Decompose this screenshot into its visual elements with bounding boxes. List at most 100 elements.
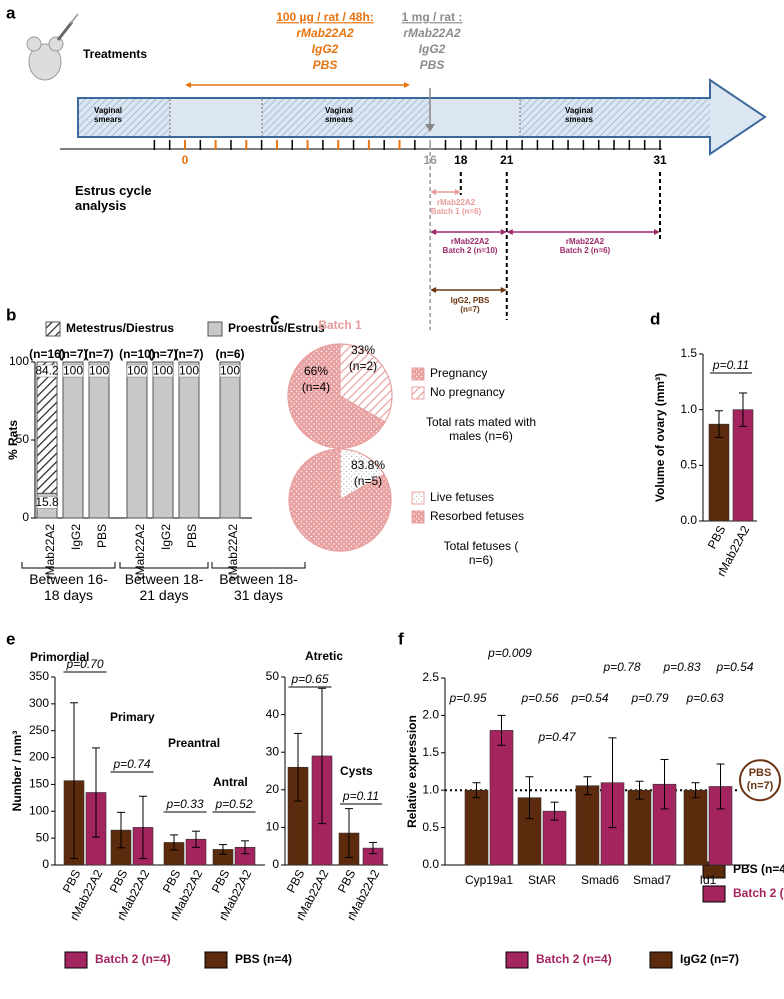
y-tick-label: 0 <box>272 857 279 871</box>
bar <box>708 423 730 522</box>
error-bar <box>716 763 725 810</box>
bar-segment <box>62 361 84 519</box>
bar-label: PBS <box>284 867 308 895</box>
n-label: (n=7) <box>84 347 113 361</box>
y-tick-label: 2.5 <box>422 670 439 684</box>
category-label: Id1 <box>700 873 717 887</box>
legend-swatch <box>411 367 425 381</box>
bar <box>464 789 489 866</box>
panel-letter: c <box>270 309 279 328</box>
category-label: Preantral <box>168 736 220 750</box>
x-tick-label: PBS <box>95 524 109 548</box>
y-tick-label: 10 <box>266 820 280 834</box>
category-label: Antral <box>213 775 248 789</box>
value-label: 100 <box>220 364 240 378</box>
n-label: (n=7) <box>148 347 177 361</box>
slice-n-label: (n=5) <box>354 474 382 488</box>
value-label: 100 <box>153 364 173 378</box>
smear-label: Vaginal smears <box>324 106 354 125</box>
group-label: rMab22A2 Batch 2 (n=6) <box>559 237 611 256</box>
day-label: 21 <box>500 153 514 167</box>
x-tick-label: rMab22A2 <box>133 524 147 580</box>
p-value: p=0.63 <box>685 691 723 705</box>
dose-text: PBS <box>420 58 445 72</box>
dose-text: IgG2 <box>312 42 339 56</box>
day-label: 31 <box>653 153 667 167</box>
y-tick-label: 1.0 <box>680 402 697 416</box>
error-bar <box>170 834 178 851</box>
bar-segment <box>36 361 58 494</box>
pie-note: Total fetuses ( n=6) <box>443 539 519 567</box>
legend-label: Metestrus/Diestrus <box>66 321 174 335</box>
error-bar <box>583 776 592 796</box>
y-tick-label: 350 <box>29 669 49 683</box>
rat-icon <box>26 13 79 81</box>
value-label-box <box>62 364 84 378</box>
smear-zone <box>520 99 710 136</box>
slice-label: 83.8% <box>351 458 385 472</box>
category-label: Primordial <box>30 650 89 664</box>
panel-letter: f <box>398 629 404 648</box>
p-value: p=0.65 <box>290 672 328 686</box>
y-tick-label: 0.5 <box>680 458 697 472</box>
y-tick-label: 0 <box>42 857 49 871</box>
legend-label: Batch 2 (n=4) <box>536 952 612 966</box>
p-value: p=0.79 <box>630 691 668 705</box>
arrow-head <box>500 229 507 235</box>
p-value: p=0.33 <box>165 797 203 811</box>
y-tick-label: 20 <box>266 782 280 796</box>
legend-swatch <box>505 951 529 969</box>
error-bar <box>525 776 534 820</box>
arrow-head <box>430 287 437 293</box>
p-value: p=0.56 <box>520 691 558 705</box>
group-label: IgG2, PBS (n=7) <box>450 296 490 315</box>
legend-swatch <box>411 491 425 505</box>
legend-swatch <box>45 321 61 337</box>
value-label: 84.2 <box>35 364 59 378</box>
y-tick-label: 250 <box>29 723 49 737</box>
group-label: Between 18-21 days <box>124 571 204 604</box>
y-tick-label: 50 <box>266 669 280 683</box>
slice-label: 66% <box>304 364 328 378</box>
dose-text: 1 mg / rat : <box>402 10 463 24</box>
bar <box>489 730 514 866</box>
x-tick-label: PBS <box>185 524 199 548</box>
bar-segment <box>219 361 241 519</box>
category-label: Atretic <box>305 649 343 663</box>
n-label: (n=10) <box>119 347 155 361</box>
pie-slice <box>339 448 385 502</box>
ref-label: PBS (n=7) <box>746 767 774 792</box>
legend-label: PBS (n=4) <box>733 862 784 876</box>
day-label: 0 <box>182 153 189 167</box>
panel-letter: a <box>6 3 16 22</box>
error-bar <box>497 714 506 746</box>
y-tick-label: 100 <box>29 803 49 817</box>
bar-label: PBS <box>335 867 359 895</box>
y-tick-label: 50 <box>36 830 50 844</box>
n-label: (n=7) <box>174 347 203 361</box>
value-label-box <box>126 364 148 378</box>
panel-letter: d <box>650 309 660 328</box>
value-label-box <box>152 364 174 378</box>
slice-label: 33% <box>351 343 375 357</box>
legend-swatch <box>411 386 425 400</box>
y-tick-label: 0.5 <box>422 820 439 834</box>
x-tick-label: IgG2 <box>69 524 83 550</box>
arrow-head <box>430 229 437 235</box>
p-value: p=0.95 <box>448 691 486 705</box>
arrow-head <box>654 229 660 235</box>
error-bar <box>219 844 227 855</box>
category-label: Cysts <box>340 764 373 778</box>
error-bar <box>117 811 125 849</box>
error-bar <box>660 759 669 810</box>
bar-segment <box>88 361 110 519</box>
smear-label: Vaginal smears <box>93 106 123 125</box>
dose-text: PBS <box>313 58 338 72</box>
value-label-box <box>88 364 110 378</box>
p-value: p=0.78 <box>602 660 640 674</box>
group-label: Between 18-31 days <box>219 571 298 604</box>
smear-zone <box>79 99 170 136</box>
dose-text: rMab22A2 <box>403 26 461 40</box>
y-tick-label: 2.0 <box>422 708 439 722</box>
